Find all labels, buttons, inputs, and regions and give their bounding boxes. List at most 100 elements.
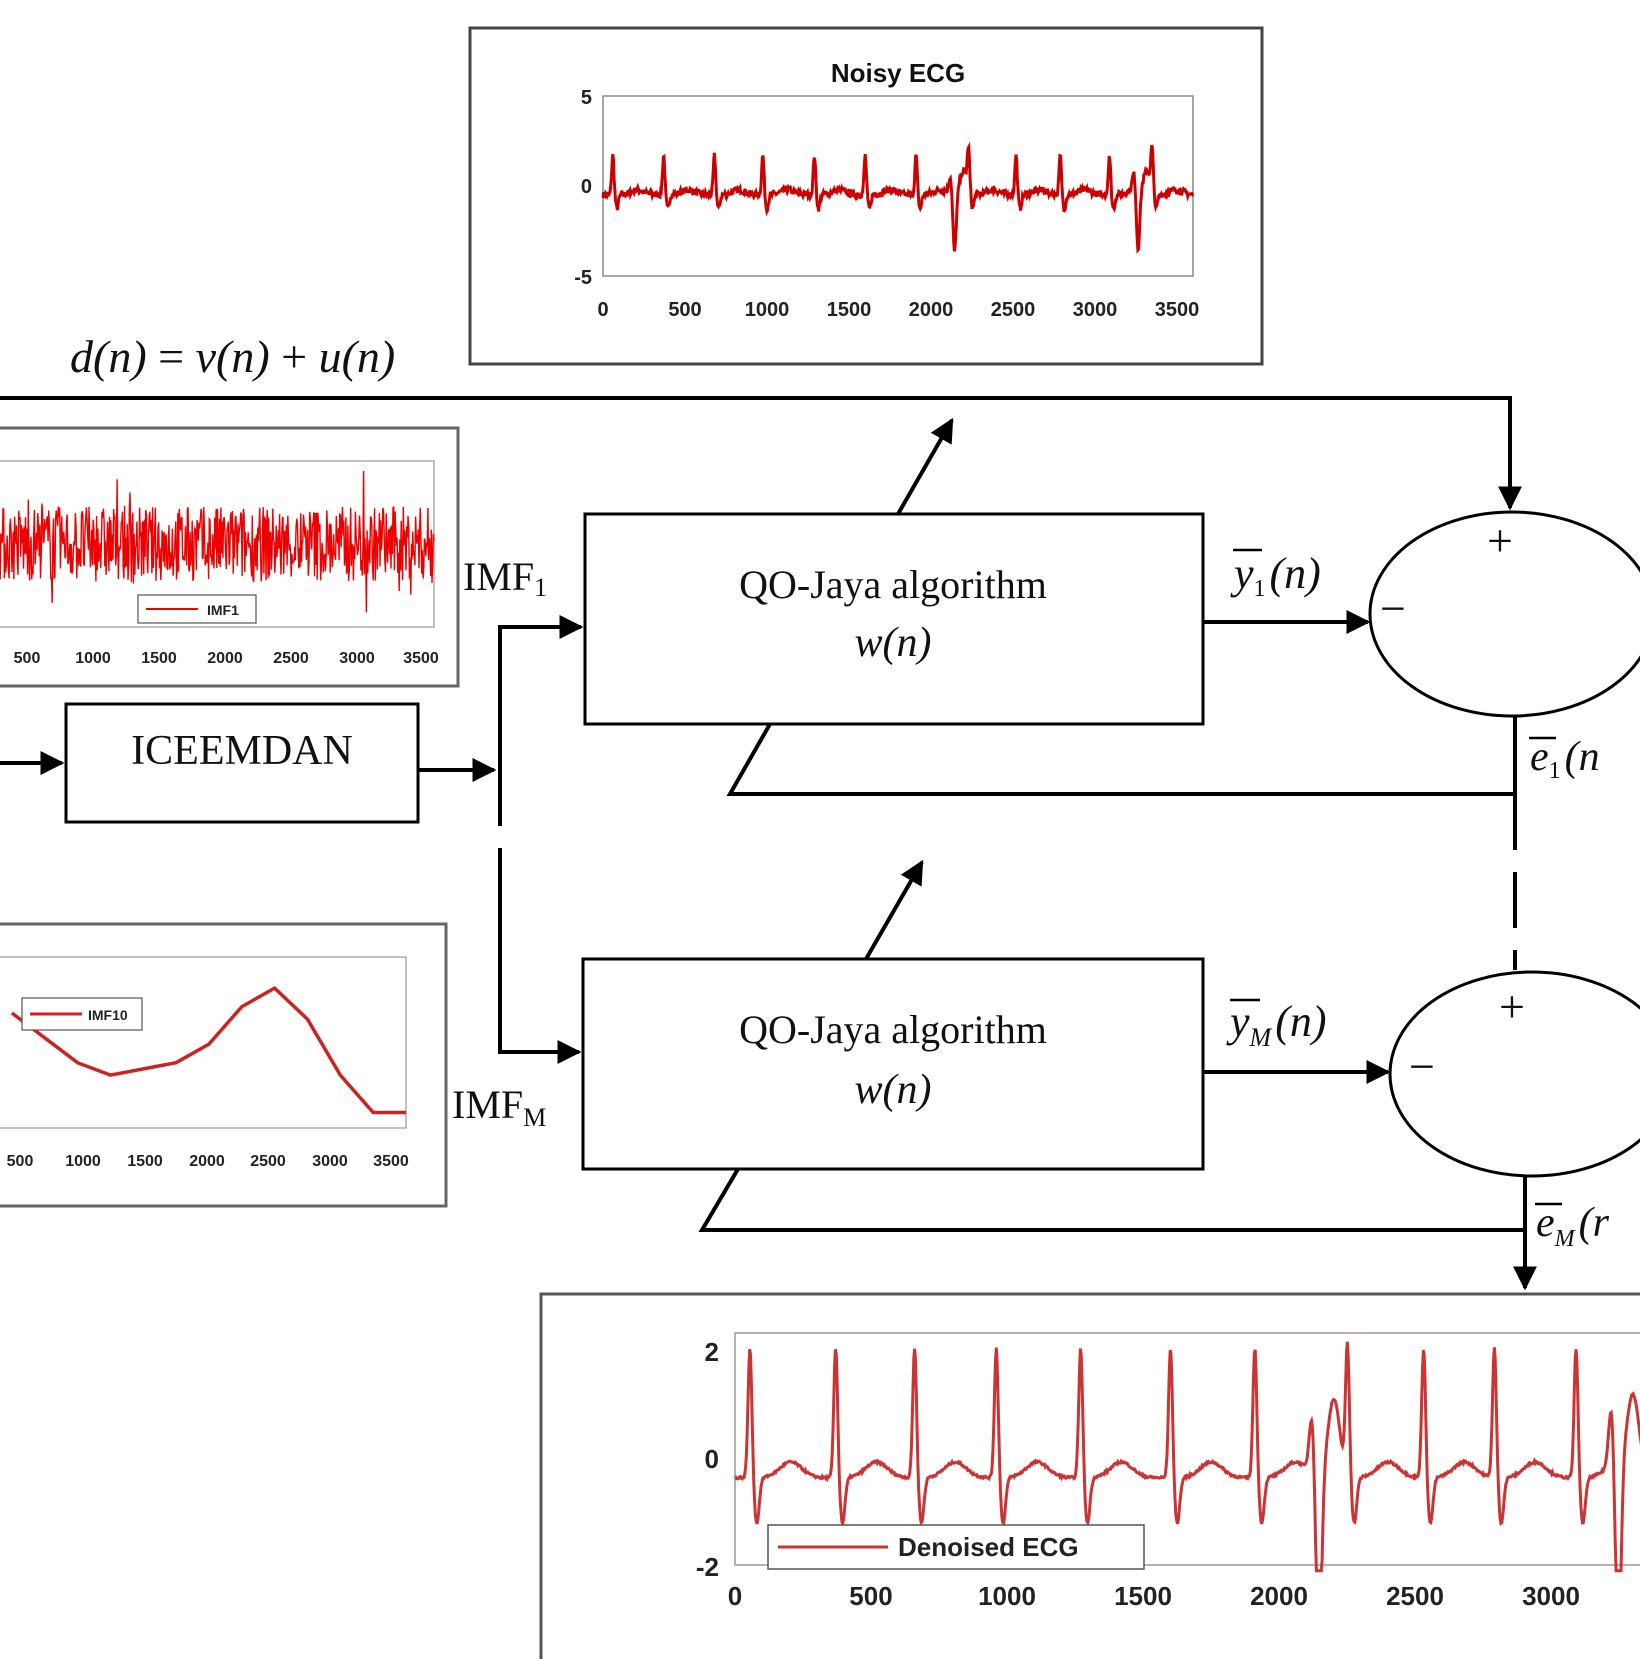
ym-signal-label: yM(n) — [1226, 997, 1327, 1052]
e1-subscript: 1 — [1549, 758, 1561, 784]
denoised-ecg-yticks: 2 0 -2 — [696, 1337, 719, 1582]
imf10-legend: IMF10 — [21, 997, 143, 1031]
x-tick-label: 1000 — [745, 299, 790, 321]
equation-plus: + — [270, 331, 319, 382]
x-tick-label: 3500 — [403, 650, 439, 667]
adaptation-arrow-1 — [896, 417, 954, 515]
noisy-ecg-xticks: 0 500 1000 1500 2000 2500 3000 3500 — [597, 299, 1199, 321]
x-tick-label: 3000 — [312, 1153, 348, 1170]
e1-signal-label: e1(n — [1529, 734, 1600, 784]
iceemdan-label: ICEEMDAN — [131, 728, 353, 774]
imf1-subscript: 1 — [534, 573, 547, 602]
qo-jaya-block-1: QO-Jaya algorithm w(n) — [583, 512, 1205, 726]
y-tick-label: -2 — [696, 1552, 719, 1582]
y-tick-label: -5 — [574, 267, 592, 289]
denoised-ecg-legend: Denoised ECG — [767, 1524, 1145, 1570]
imfm-signal-label: IMFM — [452, 1082, 546, 1132]
imfm-branch-arrow — [498, 880, 582, 1064]
qo-jaya-box-1 — [583, 512, 1205, 726]
em-feedback-line — [698, 1167, 1527, 1232]
equation-lhs: d(n) — [70, 331, 147, 382]
e1-argument: (n — [1565, 734, 1600, 780]
iceemdan-block: ICEEMDAN — [64, 702, 420, 824]
noisy-ecg-yticks: 5 0 -5 — [574, 87, 592, 289]
summer-minus-m: − — [1409, 1041, 1435, 1092]
x-tick-label: 500 — [14, 650, 41, 667]
noisy-ecg-series-line — [601, 141, 1195, 254]
imf10-frame — [0, 922, 448, 1208]
input-equation: d(n) = v(n) + u(n) — [70, 331, 395, 382]
ym-subscript: M — [1249, 1023, 1273, 1052]
imf1-legend-label: IMF1 — [207, 602, 239, 618]
x-tick-label: 3500 — [373, 1153, 409, 1170]
imf10-panel: IMF10 500 1000 1500 2000 2500 3000 3500 — [0, 922, 448, 1208]
imfm-base: IMF — [452, 1082, 523, 1127]
denoised-ecg-panel: 2 0 -2 0 500 1000 1500 2000 2500 3000 De… — [539, 1292, 1640, 1659]
qo-jaya-weights-1: w(n) — [855, 620, 932, 666]
denoised-legend-label: Denoised ECG — [898, 1532, 1079, 1562]
x-tick-label: 1000 — [65, 1153, 101, 1170]
iceemdan-box — [64, 702, 420, 824]
summing-junction-1: + − — [1368, 510, 1640, 718]
denoised-ecg-series-line — [734, 1341, 1640, 1573]
x-tick-label: 500 — [849, 1581, 892, 1611]
summer-minus-1: − — [1380, 583, 1406, 634]
imf10-axes — [0, 956, 407, 1129]
x-tick-label: 2500 — [1386, 1581, 1444, 1611]
x-tick-label: 1500 — [1114, 1581, 1172, 1611]
x-tick-label: 2000 — [189, 1153, 225, 1170]
imf10-xticks: 500 1000 1500 2000 2500 3000 3500 — [7, 1153, 409, 1170]
x-tick-label: 2500 — [273, 650, 309, 667]
y-tick-label: 2 — [705, 1337, 719, 1367]
ym-argument: (n) — [1275, 997, 1326, 1046]
adaptation-arrow-m — [864, 859, 924, 960]
denoised-ecg-xticks: 0 500 1000 1500 2000 2500 3000 — [728, 1581, 1580, 1611]
summer-plus-m: + — [1499, 981, 1525, 1032]
imf1-signal-label: IMF1 — [463, 554, 547, 602]
qo-jaya-title-1: QO-Jaya algorithm — [739, 562, 1047, 607]
qo-jaya-title-m: QO-Jaya algorithm — [739, 1007, 1047, 1052]
x-tick-label: 0 — [597, 299, 608, 321]
y-tick-label: 5 — [581, 87, 592, 109]
em-base: e — [1536, 1200, 1555, 1246]
x-tick-label: 1500 — [141, 650, 177, 667]
x-tick-label: 0 — [728, 1581, 742, 1611]
em-argument: (r — [1579, 1200, 1610, 1246]
y1-subscript: 1 — [1254, 576, 1266, 602]
desired-signal-line — [0, 396, 1522, 511]
x-tick-label: 3500 — [1155, 299, 1200, 321]
equation-term-u: u(n) — [319, 331, 396, 382]
imf1-series-line — [0, 470, 435, 613]
em-label: eM(r — [1536, 1200, 1610, 1252]
qo-jaya-block-m: QO-Jaya algorithm w(n) — [581, 957, 1205, 1171]
imf1-branch-arrow — [498, 615, 584, 770]
x-tick-label: 2000 — [909, 299, 954, 321]
noisy-ecg-title: Noisy ECG — [831, 58, 965, 88]
denoised-ecg-axes — [734, 1332, 1640, 1566]
noisy-ecg-panel: Noisy ECG 5 0 -5 0 500 1000 1500 2000 25… — [468, 26, 1264, 366]
y1-label: y1(n) — [1230, 549, 1321, 602]
summing-junction-m: + − — [1388, 970, 1640, 1178]
imf1-legend: IMF1 — [137, 594, 257, 624]
y-tick-label: 0 — [581, 176, 592, 198]
x-tick-label: 2500 — [991, 299, 1036, 321]
imfm-subscript: M — [523, 1103, 546, 1132]
y-tick-label: 0 — [705, 1444, 719, 1474]
y1-base: y — [1230, 549, 1254, 598]
ym-label: yM(n) — [1226, 997, 1327, 1052]
em-signal-label: eM(r — [1535, 1200, 1610, 1252]
imf10-series-line — [10, 985, 406, 1115]
x-tick-label: 2500 — [250, 1153, 286, 1170]
qo-jaya-box-m — [581, 957, 1205, 1171]
equation-term-v: v(n) — [196, 331, 270, 382]
x-tick-label: 500 — [7, 1153, 34, 1170]
imf10-legend-label: IMF10 — [88, 1007, 128, 1023]
imf1-xticks: 500 1000 1500 2000 2500 3000 3500 — [14, 650, 439, 667]
qo-jaya-weights-m: w(n) — [855, 1067, 932, 1113]
imf1-panel: IMF1 500 1000 1500 2000 2500 3000 3500 — [0, 426, 460, 688]
noisy-ecg-axes — [602, 95, 1194, 277]
e1-base: e — [1530, 734, 1549, 780]
x-tick-label: 3000 — [1073, 299, 1118, 321]
e1-feedback-line — [726, 716, 1517, 796]
